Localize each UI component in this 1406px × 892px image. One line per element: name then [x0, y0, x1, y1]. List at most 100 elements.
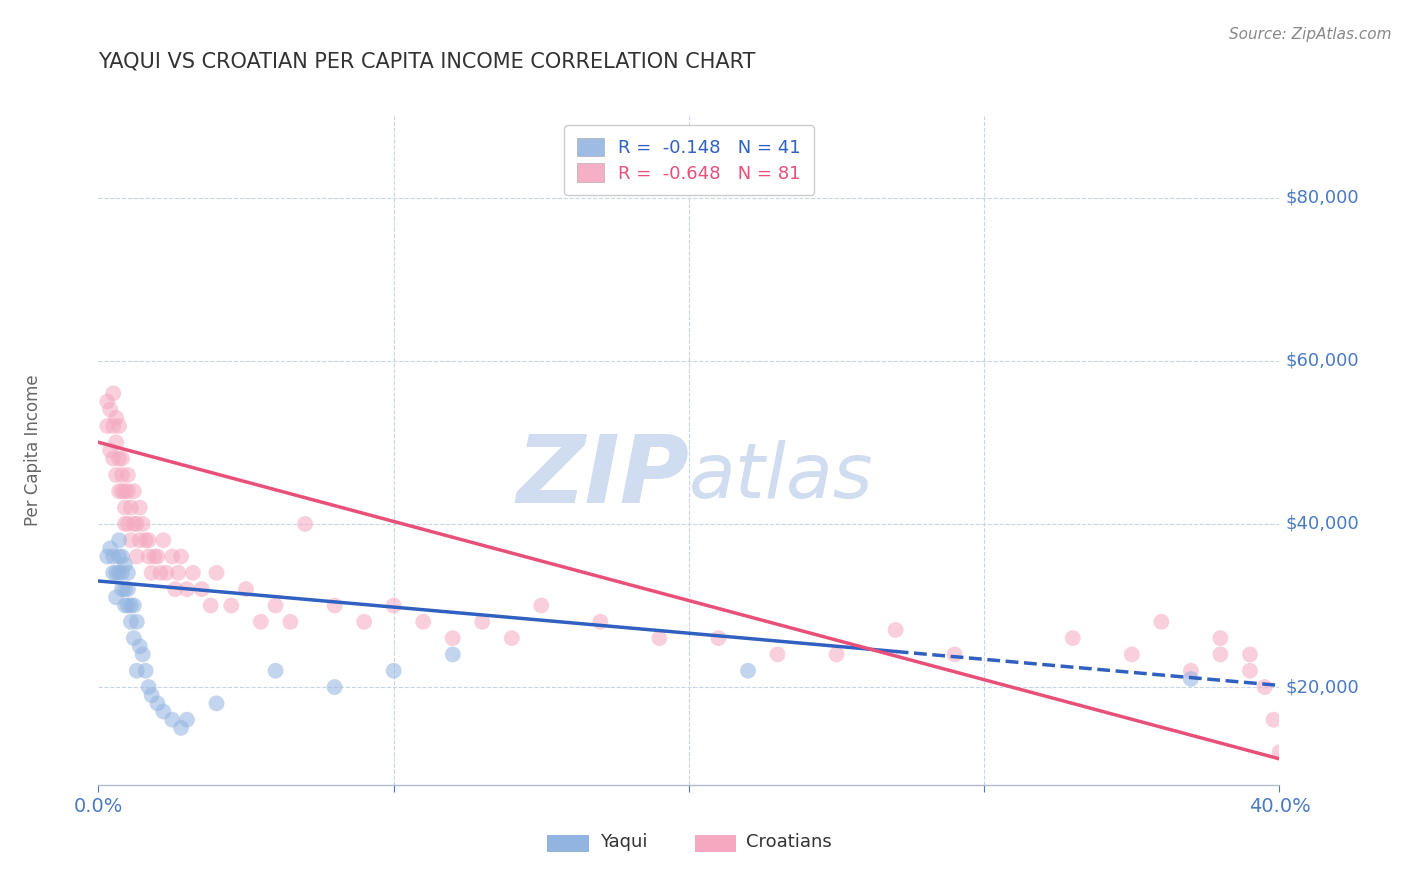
- Point: [138, 680, 160, 694]
- Text: Source: ZipAtlas.com: Source: ZipAtlas.com: [1229, 27, 1392, 42]
- Point: [114, 484, 136, 499]
- Point: [98, 402, 121, 417]
- Point: [382, 664, 405, 678]
- Point: [122, 631, 145, 645]
- Point: [125, 664, 148, 678]
- Point: [501, 631, 523, 645]
- Point: [530, 599, 553, 613]
- Point: [825, 648, 848, 662]
- Text: Yaqui: Yaqui: [600, 833, 648, 851]
- Point: [205, 566, 228, 580]
- Point: [138, 533, 160, 548]
- Point: [103, 419, 125, 434]
- Point: [103, 451, 125, 466]
- Point: [103, 386, 125, 401]
- Text: Per Capita Income: Per Capita Income: [24, 375, 42, 526]
- Point: [105, 591, 128, 605]
- Point: [441, 648, 464, 662]
- Point: [170, 721, 193, 735]
- Point: [117, 467, 139, 482]
- Point: [141, 688, 163, 702]
- Point: [1254, 680, 1277, 694]
- Point: [152, 533, 174, 548]
- Point: [125, 516, 148, 531]
- Point: [120, 533, 142, 548]
- Legend: R =  -0.148   N = 41, R =  -0.648   N = 81: R = -0.148 N = 41, R = -0.648 N = 81: [564, 125, 814, 195]
- Point: [1239, 664, 1261, 678]
- Point: [105, 410, 128, 425]
- Point: [353, 615, 375, 629]
- Point: [264, 664, 287, 678]
- Point: [98, 443, 121, 458]
- Point: [884, 623, 907, 637]
- Point: [103, 549, 125, 564]
- Point: [122, 599, 145, 613]
- Text: $60,000: $60,000: [1285, 351, 1360, 369]
- Point: [181, 566, 204, 580]
- Bar: [547, 835, 589, 852]
- Point: [441, 631, 464, 645]
- Point: [128, 640, 150, 654]
- Point: [589, 615, 612, 629]
- Point: [117, 582, 139, 596]
- Text: ZIP: ZIP: [516, 431, 689, 524]
- Point: [176, 713, 198, 727]
- Point: [120, 599, 142, 613]
- Point: [1180, 664, 1202, 678]
- Point: [382, 599, 405, 613]
- Point: [1268, 745, 1291, 759]
- Point: [135, 664, 157, 678]
- Point: [108, 566, 131, 580]
- Point: [114, 516, 136, 531]
- Point: [108, 484, 131, 499]
- Point: [120, 615, 142, 629]
- Text: $20,000: $20,000: [1285, 678, 1360, 696]
- Point: [1239, 648, 1261, 662]
- Point: [294, 516, 316, 531]
- Point: [125, 549, 148, 564]
- Point: [117, 599, 139, 613]
- Point: [98, 541, 121, 556]
- Point: [111, 451, 134, 466]
- Point: [205, 697, 228, 711]
- Point: [1209, 648, 1232, 662]
- Point: [167, 566, 190, 580]
- Point: [1121, 648, 1143, 662]
- Point: [471, 615, 494, 629]
- Point: [108, 451, 131, 466]
- Point: [117, 516, 139, 531]
- Point: [141, 566, 163, 580]
- Point: [111, 484, 134, 499]
- Point: [108, 533, 131, 548]
- Point: [648, 631, 671, 645]
- Point: [96, 419, 118, 434]
- Point: [264, 599, 287, 613]
- Point: [128, 500, 150, 515]
- Point: [766, 648, 789, 662]
- Point: [120, 500, 142, 515]
- Text: $40,000: $40,000: [1285, 515, 1360, 533]
- Point: [152, 705, 174, 719]
- Point: [1209, 631, 1232, 645]
- Point: [114, 558, 136, 572]
- Text: YAQUI VS CROATIAN PER CAPITA INCOME CORRELATION CHART: YAQUI VS CROATIAN PER CAPITA INCOME CORR…: [98, 52, 756, 71]
- Point: [219, 599, 242, 613]
- Point: [155, 566, 177, 580]
- Point: [170, 549, 193, 564]
- Point: [138, 549, 160, 564]
- Point: [108, 419, 131, 434]
- Point: [250, 615, 273, 629]
- Point: [128, 533, 150, 548]
- Point: [135, 533, 157, 548]
- Point: [943, 648, 966, 662]
- Point: [132, 516, 155, 531]
- Point: [117, 484, 139, 499]
- Point: [111, 582, 134, 596]
- Point: [108, 549, 131, 564]
- Point: [125, 615, 148, 629]
- Point: [200, 599, 222, 613]
- Point: [278, 615, 302, 629]
- Point: [412, 615, 434, 629]
- Point: [235, 582, 257, 596]
- Point: [105, 435, 128, 450]
